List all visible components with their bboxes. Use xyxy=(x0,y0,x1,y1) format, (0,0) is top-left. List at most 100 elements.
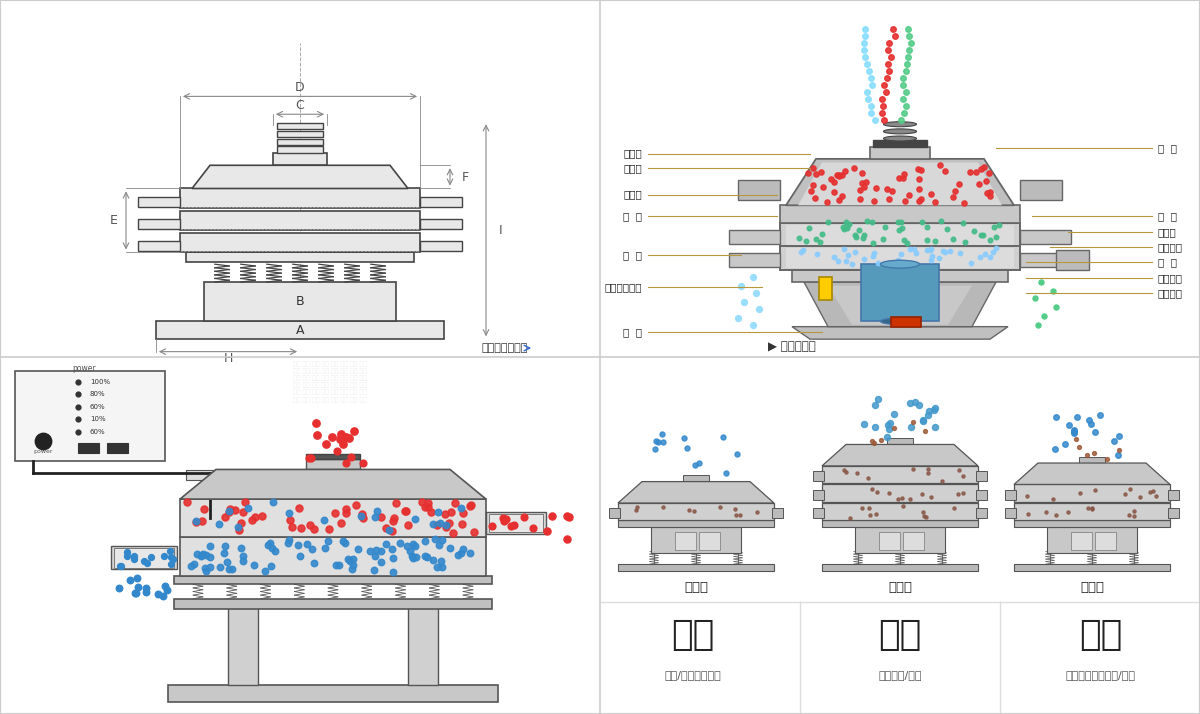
Bar xyxy=(1020,180,1062,200)
Point xyxy=(805,192,824,203)
Point xyxy=(878,419,898,431)
Text: 去除液体中的颗粒/异物: 去除液体中的颗粒/异物 xyxy=(1066,670,1136,680)
Point xyxy=(68,413,88,425)
Text: 机  座: 机 座 xyxy=(623,327,642,337)
Point xyxy=(460,548,479,559)
Point xyxy=(859,472,878,483)
Point xyxy=(836,216,856,228)
Point xyxy=(913,506,932,518)
Bar xyxy=(977,508,986,518)
Point xyxy=(68,401,88,413)
Point xyxy=(922,491,941,503)
Bar xyxy=(818,276,833,300)
Point xyxy=(974,161,994,173)
Point xyxy=(744,271,763,282)
Point xyxy=(316,438,335,449)
Point xyxy=(913,414,932,426)
Point xyxy=(121,575,140,586)
Text: power: power xyxy=(34,449,53,454)
Point xyxy=(869,258,888,269)
Point xyxy=(424,518,443,530)
Point xyxy=(936,246,955,257)
Point xyxy=(305,557,324,568)
Bar xyxy=(1079,457,1105,463)
Point xyxy=(824,176,844,188)
Point xyxy=(911,193,930,204)
Bar xyxy=(870,148,930,159)
Point xyxy=(905,243,924,255)
Point xyxy=(890,224,910,236)
Point xyxy=(835,223,854,235)
Point xyxy=(337,503,356,514)
Point xyxy=(833,169,852,181)
Bar xyxy=(1020,253,1072,267)
Point xyxy=(732,280,751,291)
Point xyxy=(1124,511,1144,522)
Point xyxy=(437,519,456,531)
Point xyxy=(990,219,1009,231)
Point xyxy=(889,254,908,266)
Point xyxy=(881,51,900,62)
Point xyxy=(798,168,817,179)
Text: 三层式: 三层式 xyxy=(888,580,912,594)
Point xyxy=(338,553,358,565)
Point xyxy=(161,545,180,557)
Point xyxy=(68,376,88,388)
Point xyxy=(749,303,769,314)
Point xyxy=(853,168,872,179)
Point xyxy=(1070,441,1090,453)
Point xyxy=(1098,453,1117,465)
Point xyxy=(834,243,853,254)
Point xyxy=(187,548,206,559)
Point xyxy=(229,525,248,536)
Bar xyxy=(698,532,720,550)
Point xyxy=(354,457,373,468)
Point xyxy=(925,197,944,208)
Point xyxy=(464,526,484,538)
Point xyxy=(1121,483,1140,495)
Point xyxy=(366,550,385,562)
Point xyxy=(880,423,899,435)
Point xyxy=(946,185,965,196)
Point xyxy=(836,466,856,478)
Ellipse shape xyxy=(881,318,919,324)
Point xyxy=(300,452,319,463)
Point xyxy=(1067,433,1086,445)
Point xyxy=(854,229,874,241)
Bar xyxy=(1006,490,1015,500)
Point xyxy=(835,166,854,177)
Point xyxy=(917,245,936,256)
Point xyxy=(1078,503,1097,514)
Text: 80%: 80% xyxy=(90,391,106,398)
Bar xyxy=(1072,532,1092,550)
Bar xyxy=(822,503,978,520)
Point xyxy=(799,222,818,233)
Point xyxy=(900,398,919,409)
Point xyxy=(301,452,320,463)
Point xyxy=(289,503,308,514)
Point xyxy=(854,44,874,55)
Point xyxy=(966,166,985,178)
Point xyxy=(462,499,481,511)
Polygon shape xyxy=(792,326,1008,339)
Bar xyxy=(186,253,414,262)
Point xyxy=(910,399,929,411)
Point xyxy=(853,233,872,244)
Point xyxy=(348,543,367,555)
Point xyxy=(910,195,929,206)
Point xyxy=(653,502,672,513)
Point xyxy=(935,165,954,176)
Point xyxy=(430,539,449,550)
Ellipse shape xyxy=(883,129,917,134)
Text: 防尘盖: 防尘盖 xyxy=(623,163,642,173)
Point xyxy=(451,547,470,558)
Point xyxy=(834,464,853,476)
Point xyxy=(1064,426,1084,437)
Point xyxy=(853,177,872,188)
Point xyxy=(428,506,448,518)
Point xyxy=(892,114,911,126)
Point xyxy=(242,514,262,526)
Point xyxy=(215,540,234,552)
Bar xyxy=(112,546,178,570)
Point xyxy=(337,507,356,518)
